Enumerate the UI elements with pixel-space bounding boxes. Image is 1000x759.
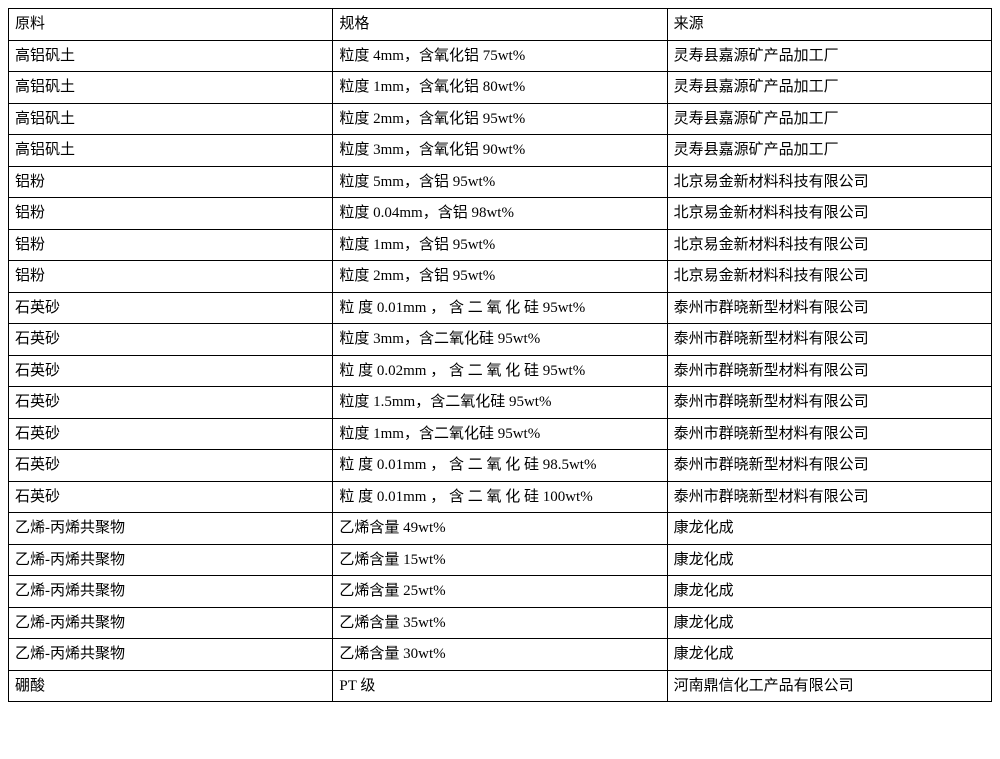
cell-spec: 粒度 4mm，含氧化铝 75wt% bbox=[333, 40, 667, 72]
table-row: 石英砂 粒度 3mm，含二氧化硅 95wt% 泰州市群晓新型材料有限公司 bbox=[9, 324, 992, 356]
cell-source: 泰州市群晓新型材料有限公司 bbox=[667, 450, 991, 482]
cell-spec: 粒度 0.04mm，含铝 98wt% bbox=[333, 198, 667, 230]
cell-spec: 粒 度 0.01mm ， 含 二 氧 化 硅 98.5wt% bbox=[333, 450, 667, 482]
cell-source: 河南鼎信化工产品有限公司 bbox=[667, 670, 991, 702]
table-row: 石英砂 粒 度 0.02mm ， 含 二 氧 化 硅 95wt% 泰州市群晓新型… bbox=[9, 355, 992, 387]
table-row: 乙烯-丙烯共聚物 乙烯含量 49wt% 康龙化成 bbox=[9, 513, 992, 545]
cell-material: 高铝矾土 bbox=[9, 72, 333, 104]
cell-source: 泰州市群晓新型材料有限公司 bbox=[667, 355, 991, 387]
table-row: 石英砂 粒度 1.5mm，含二氧化硅 95wt% 泰州市群晓新型材料有限公司 bbox=[9, 387, 992, 419]
table-row: 乙烯-丙烯共聚物 乙烯含量 35wt% 康龙化成 bbox=[9, 607, 992, 639]
cell-spec: 粒度 3mm，含二氧化硅 95wt% bbox=[333, 324, 667, 356]
cell-source: 泰州市群晓新型材料有限公司 bbox=[667, 324, 991, 356]
cell-material: 铝粉 bbox=[9, 229, 333, 261]
cell-material: 石英砂 bbox=[9, 324, 333, 356]
cell-source: 北京易金新材料科技有限公司 bbox=[667, 166, 991, 198]
cell-spec: 粒度 2mm，含铝 95wt% bbox=[333, 261, 667, 293]
cell-spec: 乙烯含量 25wt% bbox=[333, 576, 667, 608]
table-row: 铝粉 粒度 5mm，含铝 95wt% 北京易金新材料科技有限公司 bbox=[9, 166, 992, 198]
cell-source: 康龙化成 bbox=[667, 639, 991, 671]
cell-spec: 粒度 2mm，含氧化铝 95wt% bbox=[333, 103, 667, 135]
table-row: 铝粉 粒度 0.04mm，含铝 98wt% 北京易金新材料科技有限公司 bbox=[9, 198, 992, 230]
cell-spec: 粒 度 0.01mm ， 含 二 氧 化 硅 95wt% bbox=[333, 292, 667, 324]
table-row: 高铝矾土 粒度 3mm，含氧化铝 90wt% 灵寿县嘉源矿产品加工厂 bbox=[9, 135, 992, 167]
cell-material: 石英砂 bbox=[9, 450, 333, 482]
cell-material: 乙烯-丙烯共聚物 bbox=[9, 576, 333, 608]
cell-source: 灵寿县嘉源矿产品加工厂 bbox=[667, 103, 991, 135]
cell-material: 乙烯-丙烯共聚物 bbox=[9, 513, 333, 545]
cell-source: 康龙化成 bbox=[667, 576, 991, 608]
cell-spec: 乙烯含量 49wt% bbox=[333, 513, 667, 545]
cell-material: 石英砂 bbox=[9, 387, 333, 419]
cell-material: 乙烯-丙烯共聚物 bbox=[9, 544, 333, 576]
cell-source: 北京易金新材料科技有限公司 bbox=[667, 229, 991, 261]
cell-source: 泰州市群晓新型材料有限公司 bbox=[667, 292, 991, 324]
cell-spec: 粒度 1.5mm，含二氧化硅 95wt% bbox=[333, 387, 667, 419]
cell-source: 泰州市群晓新型材料有限公司 bbox=[667, 418, 991, 450]
cell-source: 康龙化成 bbox=[667, 607, 991, 639]
header-material: 原料 bbox=[9, 9, 333, 41]
cell-source: 康龙化成 bbox=[667, 544, 991, 576]
cell-spec: 乙烯含量 30wt% bbox=[333, 639, 667, 671]
cell-material: 高铝矾土 bbox=[9, 135, 333, 167]
cell-material: 乙烯-丙烯共聚物 bbox=[9, 639, 333, 671]
cell-material: 铝粉 bbox=[9, 166, 333, 198]
cell-source: 泰州市群晓新型材料有限公司 bbox=[667, 387, 991, 419]
table-row: 石英砂 粒 度 0.01mm ， 含 二 氧 化 硅 100wt% 泰州市群晓新… bbox=[9, 481, 992, 513]
table-row: 铝粉 粒度 2mm，含铝 95wt% 北京易金新材料科技有限公司 bbox=[9, 261, 992, 293]
cell-spec: 乙烯含量 15wt% bbox=[333, 544, 667, 576]
cell-spec: 粒度 3mm，含氧化铝 90wt% bbox=[333, 135, 667, 167]
header-spec: 规格 bbox=[333, 9, 667, 41]
table-row: 乙烯-丙烯共聚物 乙烯含量 25wt% 康龙化成 bbox=[9, 576, 992, 608]
cell-source: 康龙化成 bbox=[667, 513, 991, 545]
cell-material: 铝粉 bbox=[9, 261, 333, 293]
table-row: 石英砂 粒 度 0.01mm ， 含 二 氧 化 硅 98.5wt% 泰州市群晓… bbox=[9, 450, 992, 482]
cell-material: 铝粉 bbox=[9, 198, 333, 230]
table-row: 硼酸 PT 级 河南鼎信化工产品有限公司 bbox=[9, 670, 992, 702]
header-source: 来源 bbox=[667, 9, 991, 41]
cell-source: 泰州市群晓新型材料有限公司 bbox=[667, 481, 991, 513]
cell-spec: 乙烯含量 35wt% bbox=[333, 607, 667, 639]
cell-material: 硼酸 bbox=[9, 670, 333, 702]
cell-material: 高铝矾土 bbox=[9, 40, 333, 72]
table-header-row: 原料 规格 来源 bbox=[9, 9, 992, 41]
materials-table: 原料 规格 来源 高铝矾土 粒度 4mm，含氧化铝 75wt% 灵寿县嘉源矿产品… bbox=[8, 8, 992, 702]
cell-material: 石英砂 bbox=[9, 292, 333, 324]
cell-source: 北京易金新材料科技有限公司 bbox=[667, 198, 991, 230]
table-row: 乙烯-丙烯共聚物 乙烯含量 30wt% 康龙化成 bbox=[9, 639, 992, 671]
table-row: 石英砂 粒 度 0.01mm ， 含 二 氧 化 硅 95wt% 泰州市群晓新型… bbox=[9, 292, 992, 324]
table-row: 石英砂 粒度 1mm，含二氧化硅 95wt% 泰州市群晓新型材料有限公司 bbox=[9, 418, 992, 450]
cell-material: 石英砂 bbox=[9, 355, 333, 387]
table-row: 铝粉 粒度 1mm，含铝 95wt% 北京易金新材料科技有限公司 bbox=[9, 229, 992, 261]
cell-spec: 粒 度 0.01mm ， 含 二 氧 化 硅 100wt% bbox=[333, 481, 667, 513]
cell-source: 灵寿县嘉源矿产品加工厂 bbox=[667, 72, 991, 104]
cell-spec: 粒 度 0.02mm ， 含 二 氧 化 硅 95wt% bbox=[333, 355, 667, 387]
cell-material: 石英砂 bbox=[9, 418, 333, 450]
table-row: 高铝矾土 粒度 2mm，含氧化铝 95wt% 灵寿县嘉源矿产品加工厂 bbox=[9, 103, 992, 135]
cell-material: 高铝矾土 bbox=[9, 103, 333, 135]
cell-material: 乙烯-丙烯共聚物 bbox=[9, 607, 333, 639]
table-row: 乙烯-丙烯共聚物 乙烯含量 15wt% 康龙化成 bbox=[9, 544, 992, 576]
cell-source: 灵寿县嘉源矿产品加工厂 bbox=[667, 135, 991, 167]
table-row: 高铝矾土 粒度 4mm，含氧化铝 75wt% 灵寿县嘉源矿产品加工厂 bbox=[9, 40, 992, 72]
cell-source: 北京易金新材料科技有限公司 bbox=[667, 261, 991, 293]
cell-spec: 粒度 5mm，含铝 95wt% bbox=[333, 166, 667, 198]
cell-spec: 粒度 1mm，含二氧化硅 95wt% bbox=[333, 418, 667, 450]
table-row: 高铝矾土 粒度 1mm，含氧化铝 80wt% 灵寿县嘉源矿产品加工厂 bbox=[9, 72, 992, 104]
cell-spec: 粒度 1mm，含铝 95wt% bbox=[333, 229, 667, 261]
cell-spec: 粒度 1mm，含氧化铝 80wt% bbox=[333, 72, 667, 104]
cell-spec: PT 级 bbox=[333, 670, 667, 702]
cell-source: 灵寿县嘉源矿产品加工厂 bbox=[667, 40, 991, 72]
table-body: 原料 规格 来源 高铝矾土 粒度 4mm，含氧化铝 75wt% 灵寿县嘉源矿产品… bbox=[9, 9, 992, 702]
cell-material: 石英砂 bbox=[9, 481, 333, 513]
